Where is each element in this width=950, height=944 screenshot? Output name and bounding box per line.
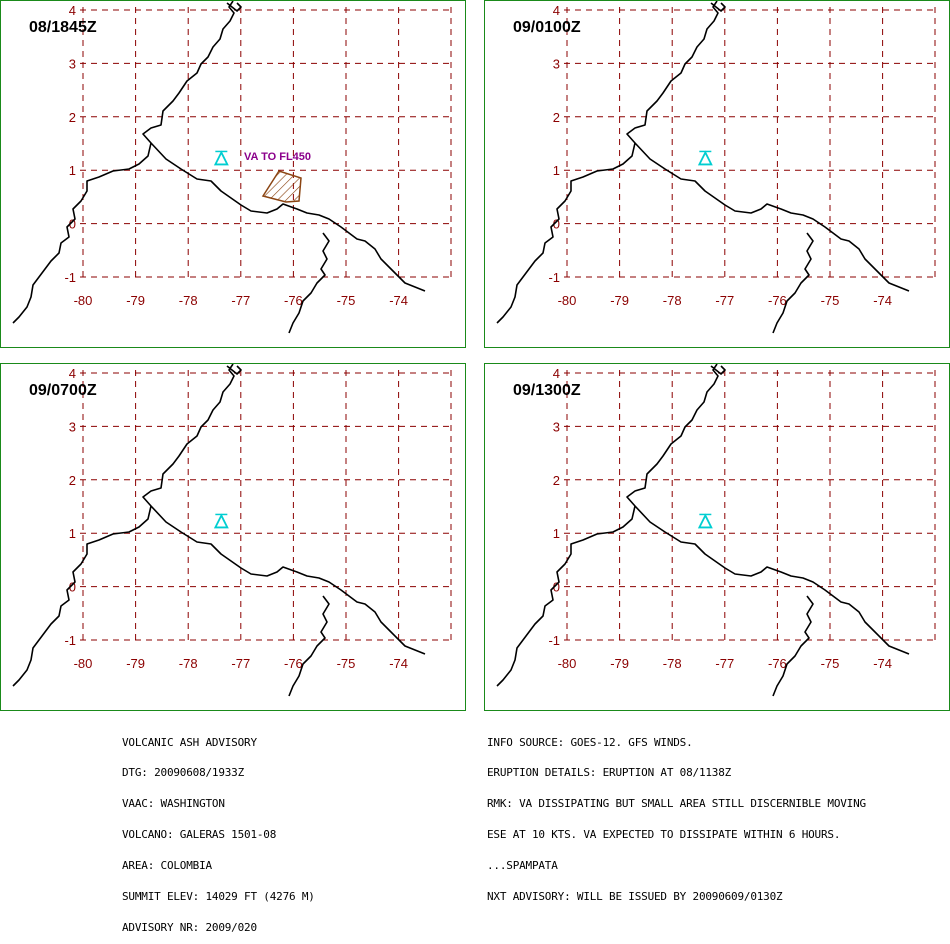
advisory-line: DTG: 20090608/1933Z: [122, 766, 245, 780]
latitude-tick-label: 3: [69, 419, 76, 434]
advisory-line: ...SPAMPATA: [487, 859, 558, 873]
advisory-line: RMK: VA DISSIPATING BUT SMALL AREA STILL…: [487, 797, 866, 811]
longitude-tick-label: -74: [389, 656, 408, 671]
map-canvas: 4 3 2 1 0 -1 -80 -79 -78 -77 -76 -75 -74 VA TO FL450: [12, 1, 453, 334]
advisory-line: SUMMIT ELEV: 14029 FT (4276 M): [122, 890, 315, 904]
advisory-text-left: VOLCANIC ASH ADVISORY DTG: 20090608/1933…: [122, 717, 315, 944]
latitude-tick-label: 1: [553, 163, 560, 178]
latitude-tick-label: 0: [553, 580, 560, 595]
longitude-tick-label: -80: [74, 293, 93, 308]
longitude-tick-label: -78: [663, 656, 682, 671]
forecast-panel-3: 4 3 2 1 0 -1 -80 -79 -78 -77 -76 -75 -74 09/0700Z: [0, 363, 466, 711]
advisory-line: INFO SOURCE: GOES-12. GFS WINDS.: [487, 735, 693, 749]
longitude-tick-label: -78: [663, 293, 682, 308]
latitude-tick-label: 3: [553, 56, 560, 71]
latitude-tick-label: -1: [548, 270, 560, 285]
latitude-tick-label: 1: [69, 526, 76, 541]
latitude-tick-label: -1: [64, 270, 76, 285]
advisory-line: ADVISORY NR: 2009/020: [122, 920, 257, 934]
panel-time-label: 09/0700Z: [29, 382, 97, 399]
longitude-tick-label: -80: [558, 293, 577, 308]
volcano-triangle-icon: [697, 513, 713, 529]
longitude-tick-label: -76: [768, 293, 787, 308]
forecast-panel-4: 4 3 2 1 0 -1 -80 -79 -78 -77 -76 -75 -74 09/1300Z: [484, 363, 950, 711]
panel-time-label: 09/0100Z: [513, 19, 581, 36]
advisory-line: VOLCANIC ASH ADVISORY: [122, 735, 257, 749]
advisory-line: VAAC: WASHINGTON: [122, 797, 225, 811]
longitude-tick-label: -74: [873, 293, 892, 308]
latitude-tick-label: 3: [553, 419, 560, 434]
latitude-tick-label: 4: [69, 366, 76, 381]
coastline-border: [12, 364, 426, 697]
panel-time-label: 08/1845Z: [29, 19, 97, 36]
latitude-tick-label: 0: [69, 217, 76, 232]
longitude-tick-label: -75: [821, 293, 840, 308]
advisory-line: VOLCANO: GALERAS 1501-08: [122, 828, 277, 842]
advisory-line: ERUPTION DETAILS: ERUPTION AT 08/1138Z: [487, 766, 732, 780]
coastline-border: [12, 1, 426, 334]
longitude-tick-label: -76: [768, 656, 787, 671]
longitude-tick-label: -75: [821, 656, 840, 671]
advisory-line: NXT ADVISORY: WILL BE ISSUED BY 20090609…: [487, 890, 783, 904]
ash-cloud-polygon: [261, 170, 302, 203]
latitude-tick-label: 4: [553, 366, 560, 381]
longitude-tick-label: -80: [558, 656, 577, 671]
longitude-tick-label: -74: [873, 656, 892, 671]
latitude-tick-label: 1: [69, 163, 76, 178]
longitude-tick-label: -77: [715, 656, 734, 671]
latitude-tick-label: 2: [69, 473, 76, 488]
longitude-tick-label: -79: [126, 293, 145, 308]
latitude-tick-label: 0: [69, 580, 76, 595]
latitude-tick-label: 3: [69, 56, 76, 71]
coastline-border: [496, 364, 910, 697]
forecast-panel-1: 4 3 2 1 0 -1 -80 -79 -78 -77 -76 -75 -74 VA TO FL450 …: [0, 0, 466, 348]
latitude-tick-label: 1: [553, 526, 560, 541]
map-canvas: 4 3 2 1 0 -1 -80 -79 -78 -77 -76 -75 -74: [496, 1, 937, 334]
longitude-tick-label: -78: [179, 293, 198, 308]
longitude-tick-label: -77: [231, 656, 250, 671]
longitude-tick-label: -77: [715, 293, 734, 308]
volcano-triangle-icon: [697, 150, 713, 166]
longitude-tick-label: -74: [389, 293, 408, 308]
longitude-tick-label: -78: [179, 656, 198, 671]
panel-time-label: 09/1300Z: [513, 382, 581, 399]
longitude-tick-label: -77: [231, 293, 250, 308]
latitude-tick-label: 0: [553, 217, 560, 232]
longitude-tick-label: -79: [610, 656, 629, 671]
longitude-tick-label: -80: [74, 656, 93, 671]
ash-height-label: VA TO FL450: [244, 151, 311, 163]
advisory-text-right: INFO SOURCE: GOES-12. GFS WINDS. ERUPTIO…: [487, 717, 866, 913]
latitude-tick-label: -1: [548, 633, 560, 648]
advisory-line: AREA: COLOMBIA: [122, 859, 212, 873]
latitude-tick-label: 2: [69, 110, 76, 125]
coastline-border: [496, 1, 910, 334]
map-canvas: 4 3 2 1 0 -1 -80 -79 -78 -77 -76 -75 -74: [12, 364, 453, 697]
latitude-tick-label: 2: [553, 473, 560, 488]
longitude-tick-label: -79: [126, 656, 145, 671]
latitude-tick-label: 4: [69, 3, 76, 18]
advisory-line: ESE AT 10 KTS. VA EXPECTED TO DISSIPATE …: [487, 828, 841, 842]
longitude-tick-label: -75: [337, 293, 356, 308]
latitude-tick-label: -1: [64, 633, 76, 648]
volcano-triangle-icon: [213, 513, 229, 529]
latitude-tick-label: 2: [553, 110, 560, 125]
longitude-tick-label: -75: [337, 656, 356, 671]
volcano-triangle-icon: [213, 150, 229, 166]
longitude-tick-label: -79: [610, 293, 629, 308]
map-canvas: 4 3 2 1 0 -1 -80 -79 -78 -77 -76 -75 -74: [496, 364, 937, 697]
latitude-tick-label: 4: [553, 3, 560, 18]
longitude-tick-label: -76: [284, 293, 303, 308]
longitude-tick-label: -76: [284, 656, 303, 671]
forecast-panel-2: 4 3 2 1 0 -1 -80 -79 -78 -77 -76 -75 -74 09/0100Z: [484, 0, 950, 348]
